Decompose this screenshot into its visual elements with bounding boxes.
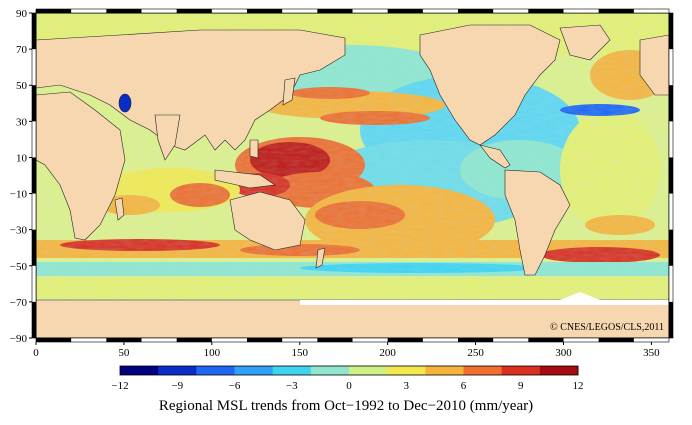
- x-tick-label: 0: [33, 347, 39, 359]
- border-dash-left: [32, 13, 36, 50]
- map-caption: Regional MSL trends from Oct−1992 to Dec…: [158, 398, 534, 414]
- south-america: [504, 169, 571, 276]
- colorbar-swatch: [539, 366, 579, 375]
- colorbar-tick-label: 3: [404, 380, 410, 392]
- border-dash-bottom: [317, 338, 353, 342]
- border-dash-top: [317, 9, 353, 13]
- border-dash-left: [32, 85, 36, 122]
- border-dash-right: [669, 13, 673, 50]
- border-dash-right: [669, 85, 673, 122]
- y-tick-label: −90: [10, 333, 28, 345]
- y-tick-label: −30: [10, 225, 28, 237]
- border-dash-bottom: [598, 338, 634, 342]
- border-dash-top: [387, 9, 423, 13]
- colorbar-swatch: [463, 366, 503, 375]
- madagascar: [114, 197, 125, 221]
- philippines: [249, 139, 259, 159]
- greenland: [559, 24, 611, 61]
- y-tick-label: 70: [16, 44, 28, 56]
- border-dash-bottom: [176, 338, 212, 342]
- colorbar-swatch: [349, 366, 388, 375]
- border-dash-top: [598, 9, 634, 13]
- africa: [36, 91, 126, 241]
- border-dash-left: [32, 157, 36, 194]
- x-tick-label: 200: [379, 347, 396, 359]
- map-border: [31, 8, 674, 343]
- new-zealand: [315, 247, 326, 269]
- y-tick-label: 90: [16, 8, 28, 20]
- border-dash-bottom: [528, 338, 564, 342]
- x-tick-label: 150: [292, 347, 309, 359]
- border-dash-top: [458, 9, 494, 13]
- border-dash-top: [36, 9, 72, 13]
- colorbar-tick-label: −9: [171, 380, 183, 392]
- indonesia: [214, 169, 276, 189]
- border-dash-right: [669, 229, 673, 266]
- antarctic-shelf: [300, 292, 669, 305]
- y-tick-label: 50: [16, 80, 28, 92]
- colorbar-tick-label: 9: [518, 380, 524, 392]
- x-tick-label: 50: [118, 347, 130, 359]
- y-tick-label: 30: [16, 116, 28, 128]
- x-tick-label: 250: [467, 347, 484, 359]
- colorbar-swatch: [196, 366, 235, 375]
- colorbar-swatch: [234, 366, 274, 375]
- colorbar-tick-label: 12: [573, 380, 584, 392]
- border-dash-bottom: [387, 338, 423, 342]
- colorbar-tick-label: −6: [229, 380, 241, 392]
- x-tick-label: 350: [643, 347, 660, 359]
- border-dash-left: [32, 229, 36, 266]
- border-dash-left: [32, 301, 36, 338]
- border-dash-top: [106, 9, 142, 13]
- japan: [282, 77, 296, 106]
- x-tick-label: 300: [555, 347, 572, 359]
- y-tick-label: −50: [10, 261, 28, 273]
- y-tick-label: −10: [10, 189, 28, 201]
- india: [154, 114, 181, 161]
- caspian-sea: [118, 93, 132, 113]
- north-america: [419, 24, 561, 146]
- colorbar-tick-label: −12: [111, 380, 128, 392]
- eurasia: [36, 29, 346, 151]
- colorbar-swatch: [120, 366, 159, 375]
- colorbar-frame: [119, 365, 579, 376]
- colorbar-swatch: [158, 366, 197, 375]
- border-dash-top: [176, 9, 212, 13]
- border-dash-right: [669, 301, 673, 338]
- border-dash-bottom: [36, 338, 72, 342]
- latitude-axis: 90 70 50 30 10 −10 −30 −50 −70 −90: [10, 8, 32, 345]
- australia: [229, 191, 306, 251]
- copyright-label: © CNES/LEGOS/CLS,2011: [550, 322, 664, 333]
- y-tick-label: 10: [16, 152, 28, 164]
- colorbar-tick-label: −3: [286, 380, 298, 392]
- border-dash-bottom: [458, 338, 494, 342]
- europe-east-edge: [639, 34, 669, 96]
- colorbar-swatch: [501, 366, 541, 375]
- x-tick-label: 100: [204, 347, 221, 359]
- colorbar-swatch: [310, 366, 350, 375]
- colorbar-tick-label: 0: [346, 380, 352, 392]
- border-dash-top: [528, 9, 564, 13]
- border-dash-right: [669, 157, 673, 194]
- colorbar-swatch: [387, 366, 426, 375]
- longitude-axis: 0 50 100 150 200 250 300 350: [33, 342, 660, 359]
- land-masses: [36, 24, 669, 338]
- colorbar-tick-label: 6: [461, 380, 467, 392]
- border-dash-bottom: [247, 338, 283, 342]
- border-dash-bottom: [106, 338, 142, 342]
- y-tick-label: −70: [10, 297, 28, 309]
- colorbar-swatch: [272, 366, 312, 375]
- colorbar: −12 −9 −6 −3 0 3 6 9 12: [111, 365, 584, 392]
- colorbar-swatch: [425, 366, 464, 375]
- central-america: [479, 144, 511, 169]
- border-dash-top: [247, 9, 283, 13]
